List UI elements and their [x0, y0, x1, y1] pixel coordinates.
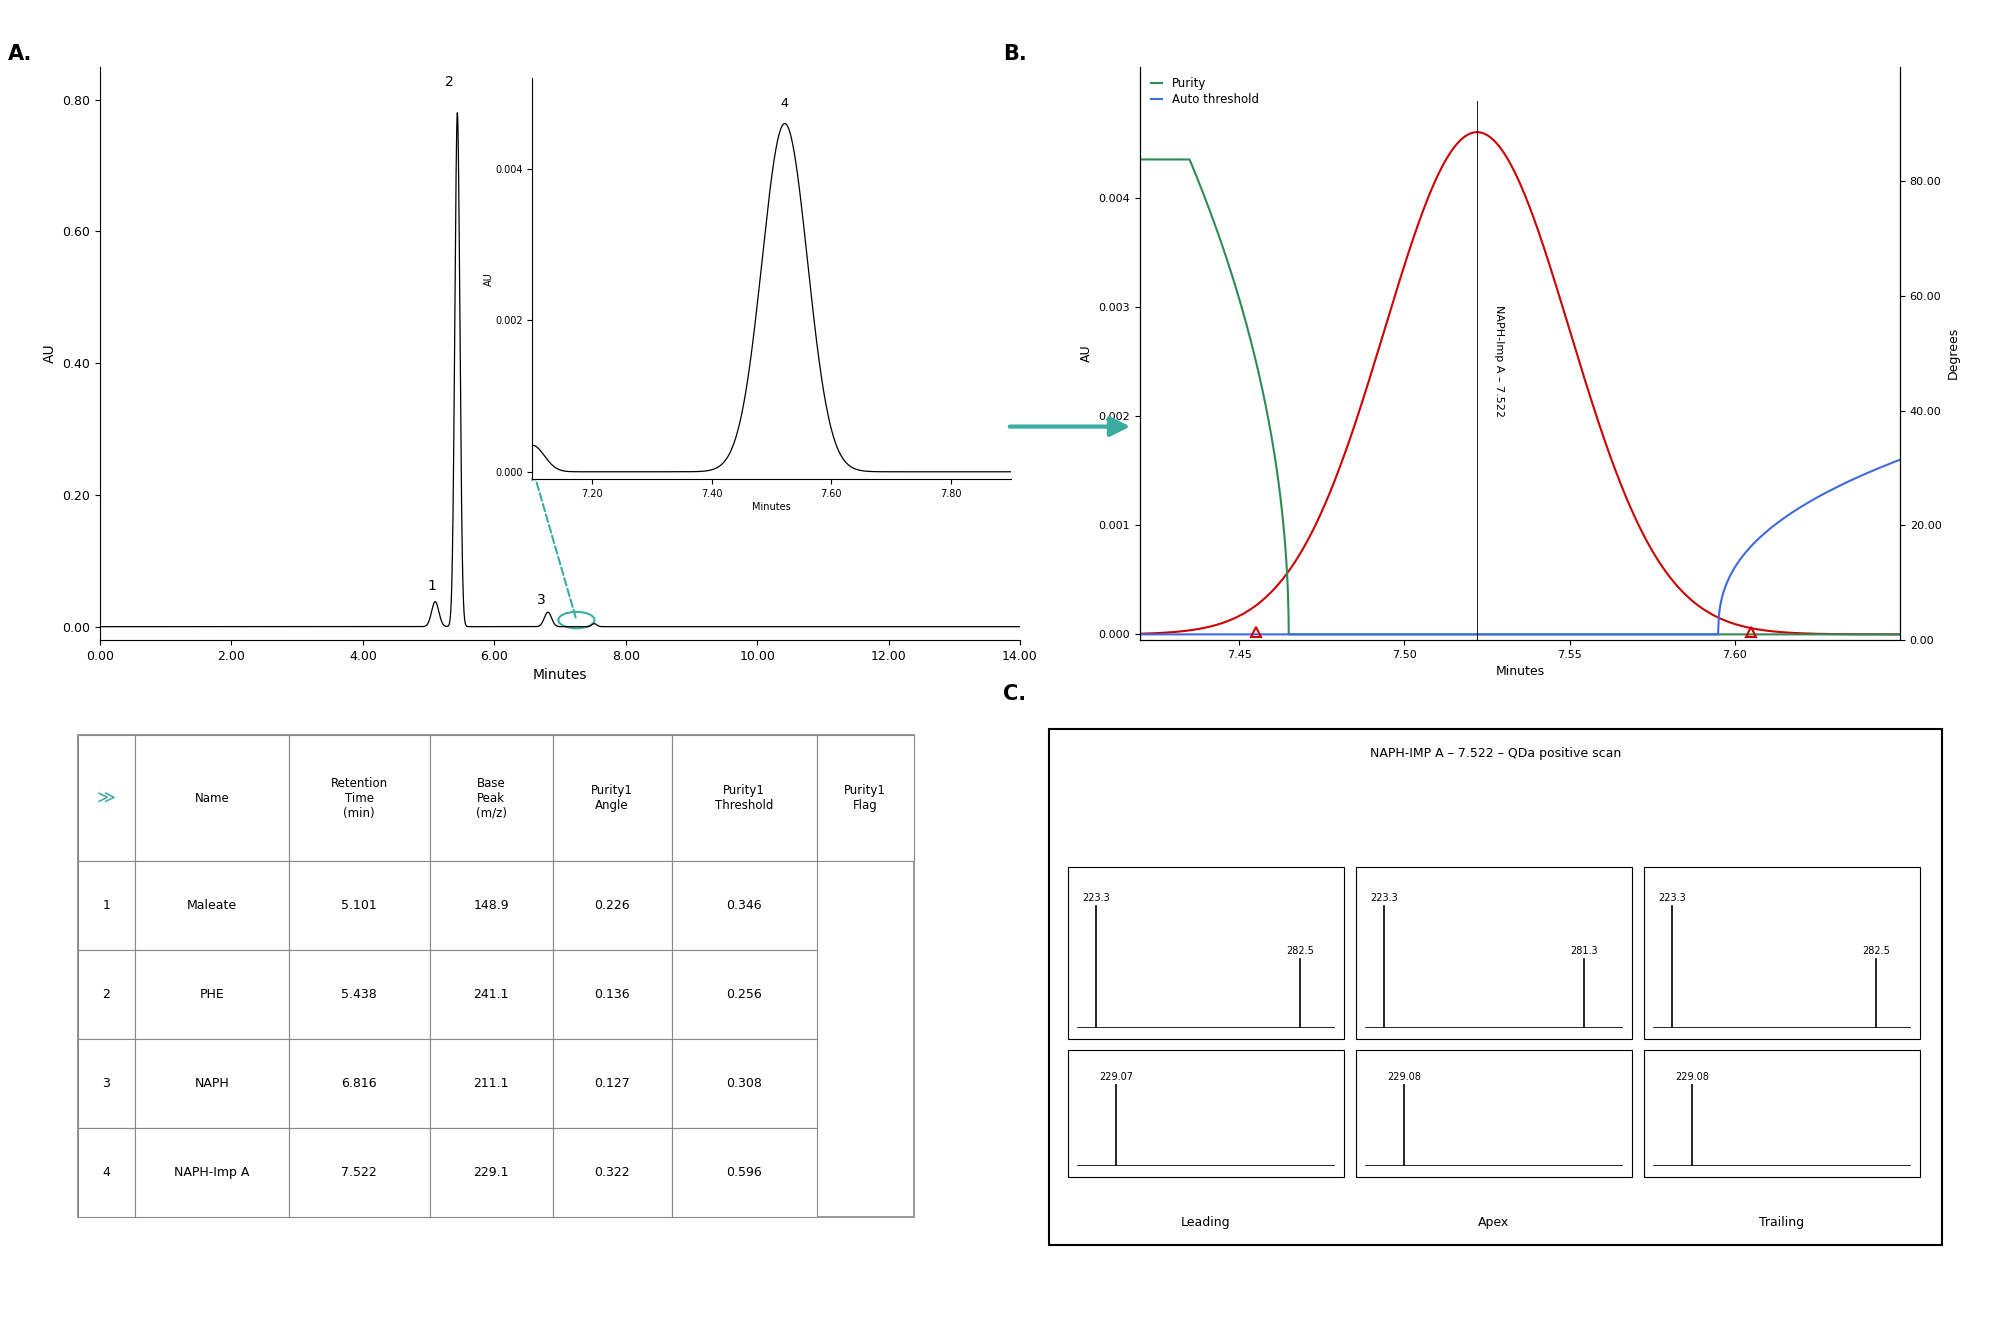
- Bar: [430, 1038, 552, 1128]
- Bar: [1356, 866, 1632, 1038]
- Text: Maleate: Maleate: [186, 900, 236, 912]
- Bar: [134, 1038, 288, 1128]
- X-axis label: Minutes: Minutes: [1496, 665, 1544, 678]
- Text: NAPH-IMP A – 7.522 – QDa positive scan: NAPH-IMP A – 7.522 – QDa positive scan: [1370, 746, 1622, 760]
- Text: 6.816: 6.816: [342, 1077, 378, 1090]
- X-axis label: Minutes: Minutes: [532, 668, 588, 682]
- Text: 223.3: 223.3: [1370, 893, 1398, 902]
- Bar: [288, 1038, 430, 1128]
- Bar: [672, 736, 816, 861]
- Text: 0.346: 0.346: [726, 900, 762, 912]
- Text: NAPH: NAPH: [194, 1077, 230, 1090]
- Text: 211.1: 211.1: [474, 1077, 508, 1090]
- Text: NAPH-Imp A – 7.522: NAPH-Imp A – 7.522: [1494, 305, 1504, 417]
- Bar: [1068, 866, 1344, 1038]
- Bar: [134, 861, 288, 950]
- Bar: [552, 1038, 672, 1128]
- Text: C.: C.: [1004, 684, 1026, 704]
- Bar: [672, 1128, 816, 1217]
- Bar: [430, 950, 552, 1038]
- Y-axis label: AU: AU: [1080, 344, 1092, 363]
- Bar: [78, 861, 134, 950]
- Text: 0.256: 0.256: [726, 988, 762, 1001]
- Y-axis label: Degrees: Degrees: [1948, 327, 1960, 380]
- Text: 229.07: 229.07: [1100, 1072, 1134, 1082]
- Bar: [288, 950, 430, 1038]
- Bar: [78, 736, 914, 1217]
- Text: A.: A.: [8, 44, 32, 64]
- Text: 0.596: 0.596: [726, 1165, 762, 1178]
- Text: 0.136: 0.136: [594, 988, 630, 1001]
- Text: 3: 3: [538, 593, 546, 607]
- Bar: [552, 950, 672, 1038]
- Text: ≫: ≫: [96, 789, 116, 808]
- Text: Purity1
Threshold: Purity1 Threshold: [716, 784, 774, 812]
- Text: PHE: PHE: [200, 988, 224, 1001]
- Bar: [430, 736, 552, 861]
- Text: Apex: Apex: [1478, 1216, 1510, 1229]
- Text: Name: Name: [194, 792, 230, 805]
- Text: 1: 1: [428, 580, 436, 593]
- Bar: [78, 950, 134, 1038]
- Text: 3: 3: [102, 1077, 110, 1090]
- Text: 0.127: 0.127: [594, 1077, 630, 1090]
- Text: 4: 4: [102, 1165, 110, 1178]
- Text: 0.308: 0.308: [726, 1077, 762, 1090]
- Bar: [78, 1128, 134, 1217]
- Bar: [288, 861, 430, 950]
- Text: 281.3: 281.3: [1570, 946, 1598, 956]
- Text: Base
Peak
(m/z): Base Peak (m/z): [476, 777, 506, 820]
- Text: 7.522: 7.522: [342, 1165, 378, 1178]
- Text: 282.5: 282.5: [1862, 946, 1890, 956]
- Bar: [552, 861, 672, 950]
- Text: 223.3: 223.3: [1082, 893, 1110, 902]
- Bar: [552, 736, 672, 861]
- Text: Retention
Time
(min): Retention Time (min): [330, 777, 388, 820]
- Bar: [672, 950, 816, 1038]
- Bar: [672, 861, 816, 950]
- Text: NAPH-Imp A: NAPH-Imp A: [174, 1165, 250, 1178]
- Text: Trailing: Trailing: [1758, 1216, 1804, 1229]
- Y-axis label: AU: AU: [42, 344, 56, 363]
- Text: 148.9: 148.9: [474, 900, 510, 912]
- Bar: [288, 1128, 430, 1217]
- Text: 0.322: 0.322: [594, 1165, 630, 1178]
- Bar: [552, 1128, 672, 1217]
- Bar: [1068, 1050, 1344, 1177]
- Bar: [1644, 1050, 1920, 1177]
- Text: 0.226: 0.226: [594, 900, 630, 912]
- Text: 5.101: 5.101: [342, 900, 378, 912]
- Bar: [816, 736, 914, 861]
- Text: 2: 2: [102, 988, 110, 1001]
- Bar: [134, 736, 288, 861]
- Text: 282.5: 282.5: [1286, 946, 1314, 956]
- Bar: [430, 1128, 552, 1217]
- Bar: [78, 736, 134, 861]
- Bar: [1644, 866, 1920, 1038]
- Bar: [134, 1128, 288, 1217]
- Text: Leading: Leading: [1180, 1216, 1230, 1229]
- Text: 229.08: 229.08: [1388, 1072, 1422, 1082]
- Bar: [78, 1038, 134, 1128]
- Bar: [288, 736, 430, 861]
- Bar: [430, 861, 552, 950]
- Text: 229.1: 229.1: [474, 1165, 508, 1178]
- Text: 1: 1: [102, 900, 110, 912]
- Text: 5.438: 5.438: [342, 988, 378, 1001]
- Text: B.: B.: [1004, 44, 1026, 64]
- Text: 2: 2: [446, 76, 454, 89]
- Bar: [1356, 1050, 1632, 1177]
- Legend: Purity, Auto threshold: Purity, Auto threshold: [1146, 72, 1264, 111]
- Text: Purity1
Angle: Purity1 Angle: [592, 784, 634, 812]
- Bar: [672, 1038, 816, 1128]
- Text: 241.1: 241.1: [474, 988, 508, 1001]
- Bar: [134, 950, 288, 1038]
- Text: 223.3: 223.3: [1658, 893, 1686, 902]
- Text: Purity1
Flag: Purity1 Flag: [844, 784, 886, 812]
- Text: 229.08: 229.08: [1676, 1072, 1710, 1082]
